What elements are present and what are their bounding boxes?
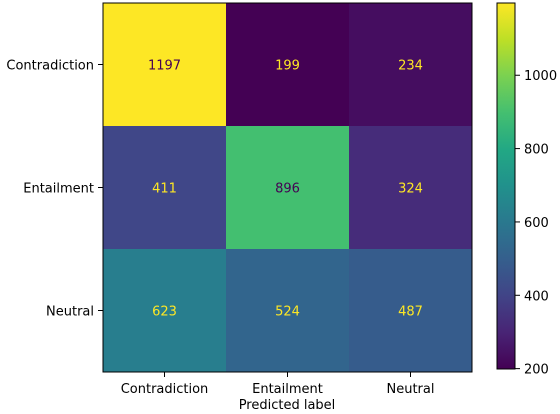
colorbar-gradient <box>496 2 516 370</box>
heatmap-cell <box>349 126 472 249</box>
heatmap-cell <box>226 249 349 372</box>
heatmap-cell <box>103 126 226 249</box>
cell-value-label: 234 <box>398 59 423 74</box>
x-axis-label: Predicted label <box>239 398 336 410</box>
cell-value-label: 524 <box>275 305 300 320</box>
heatmap-cell <box>103 249 226 372</box>
colorbar-tick-label: 1000 <box>524 69 557 84</box>
cell-value-labels: 1197 199 234 411 896 324 623 524 487 <box>148 59 423 320</box>
y-tick-label: Contradiction <box>6 59 94 74</box>
cell-value-label: 1197 <box>148 59 181 74</box>
heatmap-cell <box>103 3 226 126</box>
cell-value-label: 324 <box>398 182 423 197</box>
heatmap-cells <box>102 2 473 373</box>
cell-value-label: 896 <box>275 182 300 197</box>
colorbar-tick-label: 400 <box>524 289 549 304</box>
y-tick-label: Entailment <box>23 182 94 197</box>
cell-value-label: 199 <box>275 59 300 74</box>
y-axis-ticks: Contradiction Entailment Neutral <box>6 59 103 320</box>
heatmap-cell <box>226 3 349 126</box>
x-axis-ticks: Contradiction Entailment Neutral <box>121 372 435 397</box>
y-tick-label: Neutral <box>46 305 94 320</box>
heatmap-cell <box>349 3 472 126</box>
heatmap-cell <box>349 249 472 372</box>
colorbar-tick-label: 200 <box>524 363 549 378</box>
colorbar-tick-label: 600 <box>524 216 549 231</box>
colorbar-tick-label: 800 <box>524 143 549 158</box>
cell-value-label: 487 <box>398 305 423 320</box>
cell-value-label: 411 <box>152 182 177 197</box>
heatmap-cell <box>226 126 349 249</box>
colorbar: 200 400 600 800 1000 <box>496 2 557 378</box>
x-tick-label: Neutral <box>387 382 435 397</box>
cell-value-label: 623 <box>152 305 177 320</box>
x-tick-label: Contradiction <box>121 382 209 397</box>
x-tick-label: Entailment <box>252 382 323 397</box>
